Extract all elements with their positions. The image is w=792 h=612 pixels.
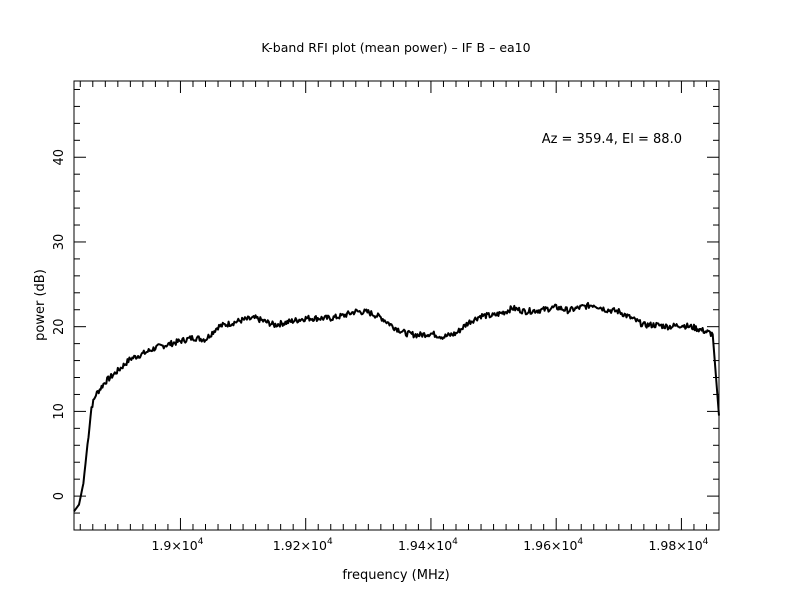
- y-tick-label: 10: [52, 403, 67, 420]
- y-tick-label: 0: [52, 492, 67, 500]
- x-tick-label: 1.96×104: [523, 537, 583, 553]
- y-tick-label: 20: [52, 318, 67, 335]
- power-series-line: [73, 301, 720, 512]
- x-tick-label: 1.94×104: [398, 537, 458, 553]
- y-tick-label: 30: [52, 234, 67, 251]
- plot-frame: [73, 80, 720, 531]
- az-el-annotation: Az = 359.4, El = 88.0: [542, 132, 682, 147]
- x-axis-label: frequency (MHz): [342, 568, 449, 583]
- y-tick-label: 40: [52, 149, 67, 166]
- x-tick-label: 1.92×104: [273, 537, 333, 553]
- y-axis-label: power (dB): [33, 269, 48, 341]
- x-tick-label: 1.98×104: [648, 537, 708, 553]
- x-tick-label: 1.9×104: [151, 537, 203, 553]
- axis-tick-labels: 1.9×104 1.92×104 1.94×104 1.96×104 1.98×104 0…: [52, 149, 709, 553]
- axis-ticks: [74, 81, 720, 531]
- chart-title: K-band RFI plot (mean power) – IF B – ea…: [261, 40, 530, 55]
